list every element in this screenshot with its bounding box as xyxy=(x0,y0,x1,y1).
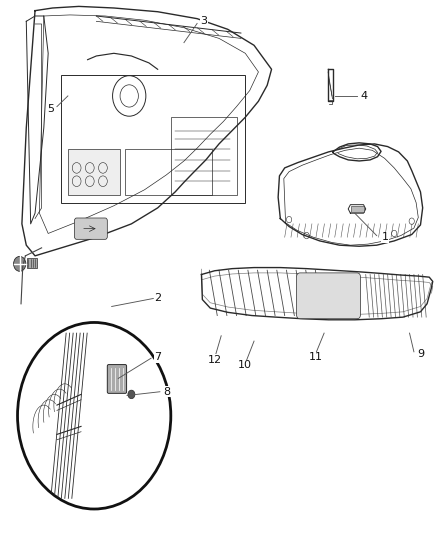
Circle shape xyxy=(128,390,135,399)
Bar xyxy=(351,206,364,212)
Bar xyxy=(171,117,237,195)
Text: 10: 10 xyxy=(238,360,252,370)
Text: 4: 4 xyxy=(360,91,367,101)
Text: 8: 8 xyxy=(163,387,170,397)
Bar xyxy=(27,258,37,268)
Bar xyxy=(68,149,120,195)
Text: 12: 12 xyxy=(208,355,222,365)
FancyBboxPatch shape xyxy=(107,365,127,393)
Text: 1: 1 xyxy=(382,232,389,242)
FancyBboxPatch shape xyxy=(74,218,107,239)
FancyBboxPatch shape xyxy=(297,273,360,319)
Text: 3: 3 xyxy=(200,17,207,26)
Text: 7: 7 xyxy=(154,352,161,362)
Text: 2: 2 xyxy=(154,294,161,303)
Circle shape xyxy=(14,256,26,271)
Text: 11: 11 xyxy=(308,352,322,362)
Text: 9: 9 xyxy=(417,350,424,359)
Circle shape xyxy=(18,322,171,509)
Bar xyxy=(125,149,212,195)
Bar xyxy=(61,75,245,203)
Text: 5: 5 xyxy=(47,104,54,114)
